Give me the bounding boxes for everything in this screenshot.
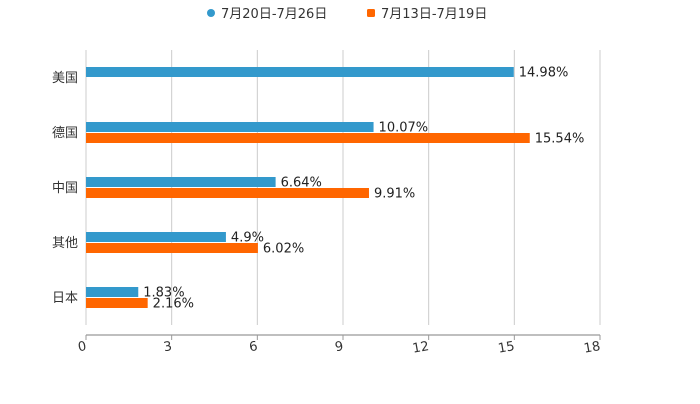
bar	[86, 122, 374, 132]
x-tick-label: 15	[497, 339, 516, 357]
legend-marker	[207, 9, 215, 17]
category-label: 其他	[52, 236, 78, 251]
legend-label: 7月20日-7月26日	[221, 7, 327, 22]
data-label: 10.07%	[379, 121, 429, 136]
bar	[86, 287, 139, 297]
category-label: 日本	[52, 291, 78, 306]
data-label: 15.54%	[535, 132, 585, 147]
data-label: 6.02%	[263, 242, 304, 257]
x-tick-label: 0	[77, 339, 88, 355]
x-tick-label: 18	[583, 339, 602, 357]
bar	[86, 67, 514, 77]
data-label: 9.91%	[374, 187, 415, 202]
x-tick-label: 3	[162, 339, 173, 355]
x-tick-label: 12	[411, 339, 430, 357]
x-tick-label: 9	[334, 339, 345, 355]
data-label: 14.98%	[519, 66, 569, 81]
bar	[86, 188, 369, 198]
category-label: 德国	[52, 126, 78, 141]
bar	[86, 133, 530, 143]
bar	[86, 243, 258, 253]
data-label: 6.64%	[281, 176, 322, 191]
data-label: 1.83%	[143, 286, 184, 301]
legend-label: 7月13日-7月19日	[381, 7, 487, 22]
legend-marker	[367, 9, 375, 17]
category-label: 中国	[52, 181, 78, 196]
category-label: 美国	[52, 71, 78, 86]
bar	[86, 232, 226, 242]
data-label: 2.16%	[153, 297, 194, 312]
data-label: 4.9%	[231, 231, 264, 246]
x-tick-label: 6	[248, 339, 259, 355]
bar	[86, 298, 148, 308]
bar	[86, 177, 276, 187]
